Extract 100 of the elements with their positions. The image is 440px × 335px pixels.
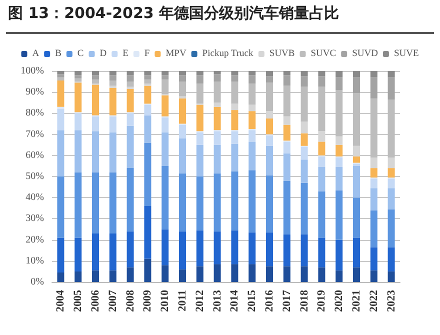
bar [92,172,99,234]
x-tick-label: 2016 [264,290,276,312]
bar [57,238,64,273]
y-tick-label: 100% [20,66,44,76]
bar [370,158,378,168]
bar [283,180,290,235]
bar [353,267,360,282]
bar [144,206,152,259]
bar [283,153,290,181]
bar [266,266,273,282]
bar [196,144,204,176]
bar [179,98,186,124]
x-tick-label: 2020 [333,290,346,312]
bar [92,75,99,80]
bar [388,209,395,248]
legend-label: SUVB [269,49,295,59]
bar [266,76,273,83]
bar [318,142,326,156]
bar [92,84,99,116]
legend-label: F [144,49,150,59]
bar [196,132,204,145]
bar [162,166,169,230]
bar [92,131,99,172]
bar [300,266,308,282]
y-tick-label: 40% [26,192,44,204]
bar [318,267,326,282]
bar [231,230,238,264]
bar [248,170,256,232]
bar [248,111,256,130]
bar [318,131,326,142]
x-tick-label: 2007 [106,290,119,312]
bar [300,160,308,183]
bar [248,104,256,112]
bar [231,264,238,282]
bar [336,71,343,78]
bar [74,113,82,130]
bar [92,270,99,282]
bar [179,269,186,282]
bar [92,116,99,132]
legend-label: MPV [166,49,186,59]
bar [126,88,134,112]
bar [74,130,82,172]
x-tick-label: 2011 [176,290,188,312]
x-tick-label: 2008 [124,290,136,312]
bar [300,234,308,266]
bar [370,168,378,178]
y-tick-label: 10% [26,255,44,266]
x-tick-label: 2014 [228,290,241,312]
y-tick-label: 50% [26,171,44,182]
bar [214,231,221,264]
bar [300,133,308,146]
bar [162,117,169,132]
x-tick-label: 2006 [90,290,102,312]
bar [57,272,64,282]
bar [57,77,64,80]
legend-label: SUVE [394,49,419,59]
bar [266,118,273,134]
bar [283,116,290,125]
bar [388,178,395,188]
bar [214,74,221,82]
bar [162,265,169,282]
x-tick-label: 2013 [211,290,224,312]
bar [300,71,308,76]
bar [336,158,343,168]
bar [248,130,256,142]
bar [231,171,238,230]
bar [370,77,378,98]
bar [266,232,273,266]
bar [109,172,116,234]
bar [126,113,134,126]
bar [144,115,152,143]
bar [300,146,308,160]
bar [144,75,152,80]
bar [370,71,378,78]
bar [266,135,273,146]
y-tick-label: 80% [26,108,44,119]
bar [388,71,395,78]
bar [231,71,238,76]
bar [266,175,273,232]
legend-label: E [122,49,129,59]
y-tick-label: 70% [26,128,44,140]
x-tick-label: 2005 [72,290,84,312]
x-tick-label: 2018 [298,290,310,312]
bar [214,106,221,130]
bar [248,264,256,282]
bar [74,172,82,238]
bar [388,168,395,178]
bar [57,130,64,176]
bar [179,173,186,232]
bar [126,82,134,87]
bar [92,233,99,270]
x-tick-label: 2012 [194,290,206,312]
x-tick-label: 2010 [159,290,172,312]
bar [144,104,152,116]
y-tick-label: 90% [26,86,44,98]
bar [57,74,64,78]
bar [126,75,134,82]
bar [336,240,343,270]
bar [353,166,360,198]
x-tick-label: 2004 [54,290,67,312]
